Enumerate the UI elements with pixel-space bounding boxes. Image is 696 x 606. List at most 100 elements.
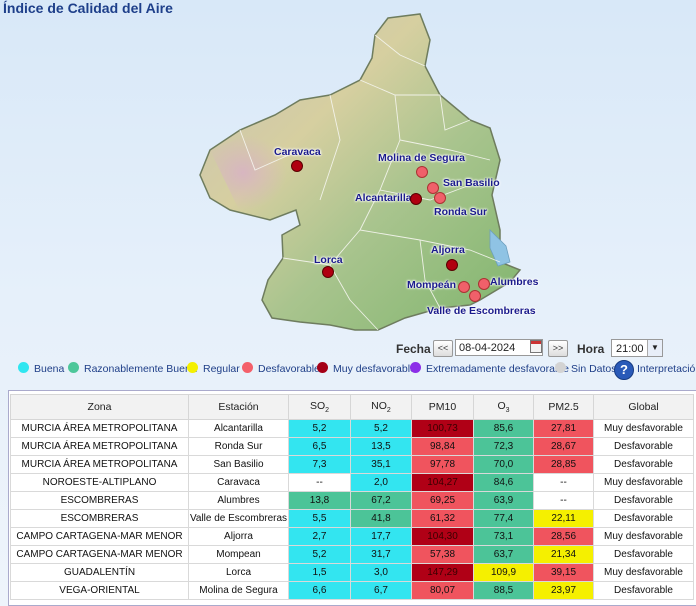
station-marker-alumbres[interactable] — [478, 278, 490, 290]
cell-so2: 7,3 — [288, 455, 351, 474]
cell-so2: 2,7 — [288, 527, 351, 546]
date-input[interactable]: 08-04-2024 — [455, 339, 543, 356]
city-label-aljorra[interactable]: Aljorra — [431, 244, 465, 256]
cell-pm25: 39,15 — [533, 563, 594, 582]
region-shape — [199, 13, 522, 331]
prev-date-button[interactable]: << — [433, 340, 453, 357]
hour-select[interactable]: 21:00 ▼ — [611, 339, 663, 357]
table-row[interactable]: ESCOMBRERAS Valle de Escombreras 5,5 41,8 61… — [10, 509, 694, 528]
cell-pm10: 104,27 — [411, 473, 474, 492]
city-label-lorca[interactable]: Lorca — [314, 254, 343, 266]
legend: Buena Razonablemente Buena Regular Desfa… — [0, 361, 696, 379]
legend-dot-icon — [68, 362, 79, 373]
cell-so2: 1,5 — [288, 563, 351, 582]
station-marker-molina[interactable] — [416, 166, 428, 178]
help-icon[interactable]: ? — [614, 360, 634, 380]
col-header-so2[interactable]: SO2 — [288, 394, 351, 420]
legend-dot-icon — [242, 362, 253, 373]
cell-no2: 17,7 — [350, 527, 412, 546]
cell-no2: 13,5 — [350, 437, 412, 456]
table-body: MURCIA ÁREA METROPOLITANA Alcantarilla 5,2… — [10, 419, 694, 600]
cell-zona: CAMPO CARTAGENA-MAR MENOR — [10, 545, 189, 564]
cell-zona: MURCIA ÁREA METROPOLITANA — [10, 455, 189, 474]
table-row[interactable]: CAMPO CARTAGENA-MAR MENOR Aljorra 2,7 17,7 1… — [10, 527, 694, 546]
col-header-no2[interactable]: NO2 — [350, 394, 412, 420]
city-label-mompean[interactable]: Mompeán — [407, 279, 457, 291]
station-marker-lorca[interactable] — [322, 266, 334, 278]
cell-pm25: -- — [533, 491, 594, 510]
cell-no2: 2,0 — [350, 473, 412, 492]
region-map[interactable]: Caravaca Molina de Segura San Basilio Al… — [0, 0, 696, 340]
station-marker-aljorra[interactable] — [446, 259, 458, 271]
legend-dot-icon — [410, 362, 421, 373]
col-header-pm10[interactable]: PM10 — [411, 394, 474, 420]
cell-global: Desfavorable — [593, 437, 694, 456]
station-marker-caravaca[interactable] — [291, 160, 303, 172]
cell-zona: NOROESTE-ALTIPLANO — [10, 473, 189, 492]
cell-pm25: 27,81 — [533, 419, 594, 438]
cell-zona: MURCIA ÁREA METROPOLITANA — [10, 437, 189, 456]
city-label-alumbres[interactable]: Alumbres — [490, 276, 539, 288]
interpretacion-link[interactable]: Interpretación — [637, 363, 696, 375]
legend-dot-icon — [18, 362, 29, 373]
station-marker-valle-escombreras[interactable] — [469, 290, 481, 302]
cell-zona: VEGA-ORIENTAL — [10, 581, 189, 600]
col-header-o3[interactable]: O3 — [473, 394, 534, 420]
table-row[interactable]: NOROESTE-ALTIPLANO Caravaca -- 2,0 104,27 84,… — [10, 473, 694, 492]
cell-so2: 6,5 — [288, 437, 351, 456]
table-row[interactable]: CAMPO CARTAGENA-MAR MENOR Mompean 5,2 31,7 5… — [10, 545, 694, 564]
cell-estacion: Alcantarilla — [188, 419, 289, 438]
cell-pm25: 21,34 — [533, 545, 594, 564]
cell-so2: 5,5 — [288, 509, 351, 528]
cell-no2: 6,7 — [350, 581, 412, 600]
col-header-global[interactable]: Global — [593, 394, 694, 420]
cell-o3: 72,3 — [473, 437, 534, 456]
cell-global: Desfavorable — [593, 545, 694, 564]
table-row[interactable]: VEGA-ORIENTAL Molina de Segura 6,6 6,7 80,07… — [10, 581, 694, 600]
legend-item-muy-desfavorable: Muy desfavorable — [317, 362, 416, 375]
legend-dot-icon — [317, 362, 328, 373]
calendar-icon[interactable] — [530, 340, 542, 353]
city-label-ronda-sur[interactable]: Ronda Sur — [434, 206, 488, 218]
cell-zona: GUADALENTÍN — [10, 563, 189, 582]
cell-estacion: Lorca — [188, 563, 289, 582]
cell-o3: 70,0 — [473, 455, 534, 474]
col-header-estacion[interactable]: Estación — [188, 394, 289, 420]
city-label-molina[interactable]: Molina de Segura — [378, 152, 465, 164]
col-header-zona[interactable]: Zona — [10, 394, 189, 420]
city-label-alcantarilla[interactable]: Alcantarilla — [355, 192, 412, 204]
city-label-san-basilio[interactable]: San Basilio — [443, 177, 500, 189]
table-row[interactable]: MURCIA ÁREA METROPOLITANA San Basilio 7,3 3… — [10, 455, 694, 474]
city-label-valle-escombreras[interactable]: Valle de Escombreras — [427, 305, 536, 317]
legend-item-razonable: Razonablemente Buena — [68, 362, 197, 375]
legend-dot-icon — [187, 362, 198, 373]
cell-pm25: 28,85 — [533, 455, 594, 474]
cell-pm10: 104,30 — [411, 527, 474, 546]
station-marker-mompean[interactable] — [458, 281, 470, 293]
cell-estacion: Aljorra — [188, 527, 289, 546]
cell-so2: -- — [288, 473, 351, 492]
table-row[interactable]: MURCIA ÁREA METROPOLITANA Ronda Sur 6,5 13,… — [10, 437, 694, 456]
cell-global: Muy desfavorable — [593, 527, 694, 546]
legend-item-buena: Buena — [18, 362, 64, 375]
station-marker-san-basilio[interactable] — [427, 182, 439, 194]
station-marker-ronda-sur[interactable] — [434, 192, 446, 204]
col-header-pm25[interactable]: PM2.5 — [533, 394, 594, 420]
fecha-label: Fecha — [396, 342, 431, 356]
cell-pm10: 100,73 — [411, 419, 474, 438]
cell-estacion: Ronda Sur — [188, 437, 289, 456]
city-label-caravaca[interactable]: Caravaca — [274, 146, 321, 158]
station-marker-alcantarilla[interactable] — [410, 193, 422, 205]
table-header-row: Zona Estación SO2 NO2 PM10 O3 PM2.5 Glob… — [10, 394, 694, 420]
chevron-down-icon[interactable]: ▼ — [647, 340, 662, 356]
cell-zona: CAMPO CARTAGENA-MAR MENOR — [10, 527, 189, 546]
cell-global: Desfavorable — [593, 455, 694, 474]
table-row[interactable]: GUADALENTÍN Lorca 1,5 3,0 147,29 109,9 39,15 Mu… — [10, 563, 694, 582]
hour-value: 21:00 — [616, 343, 644, 355]
table-row[interactable]: MURCIA ÁREA METROPOLITANA Alcantarilla 5,2… — [10, 419, 694, 438]
page-title: Índice de Calidad del Aire — [3, 0, 173, 16]
cell-no2: 67,2 — [350, 491, 412, 510]
cell-no2: 3,0 — [350, 563, 412, 582]
next-date-button[interactable]: >> — [548, 340, 568, 357]
table-row[interactable]: ESCOMBRERAS Alumbres 13,8 67,2 69,25 63,9 -- De… — [10, 491, 694, 510]
